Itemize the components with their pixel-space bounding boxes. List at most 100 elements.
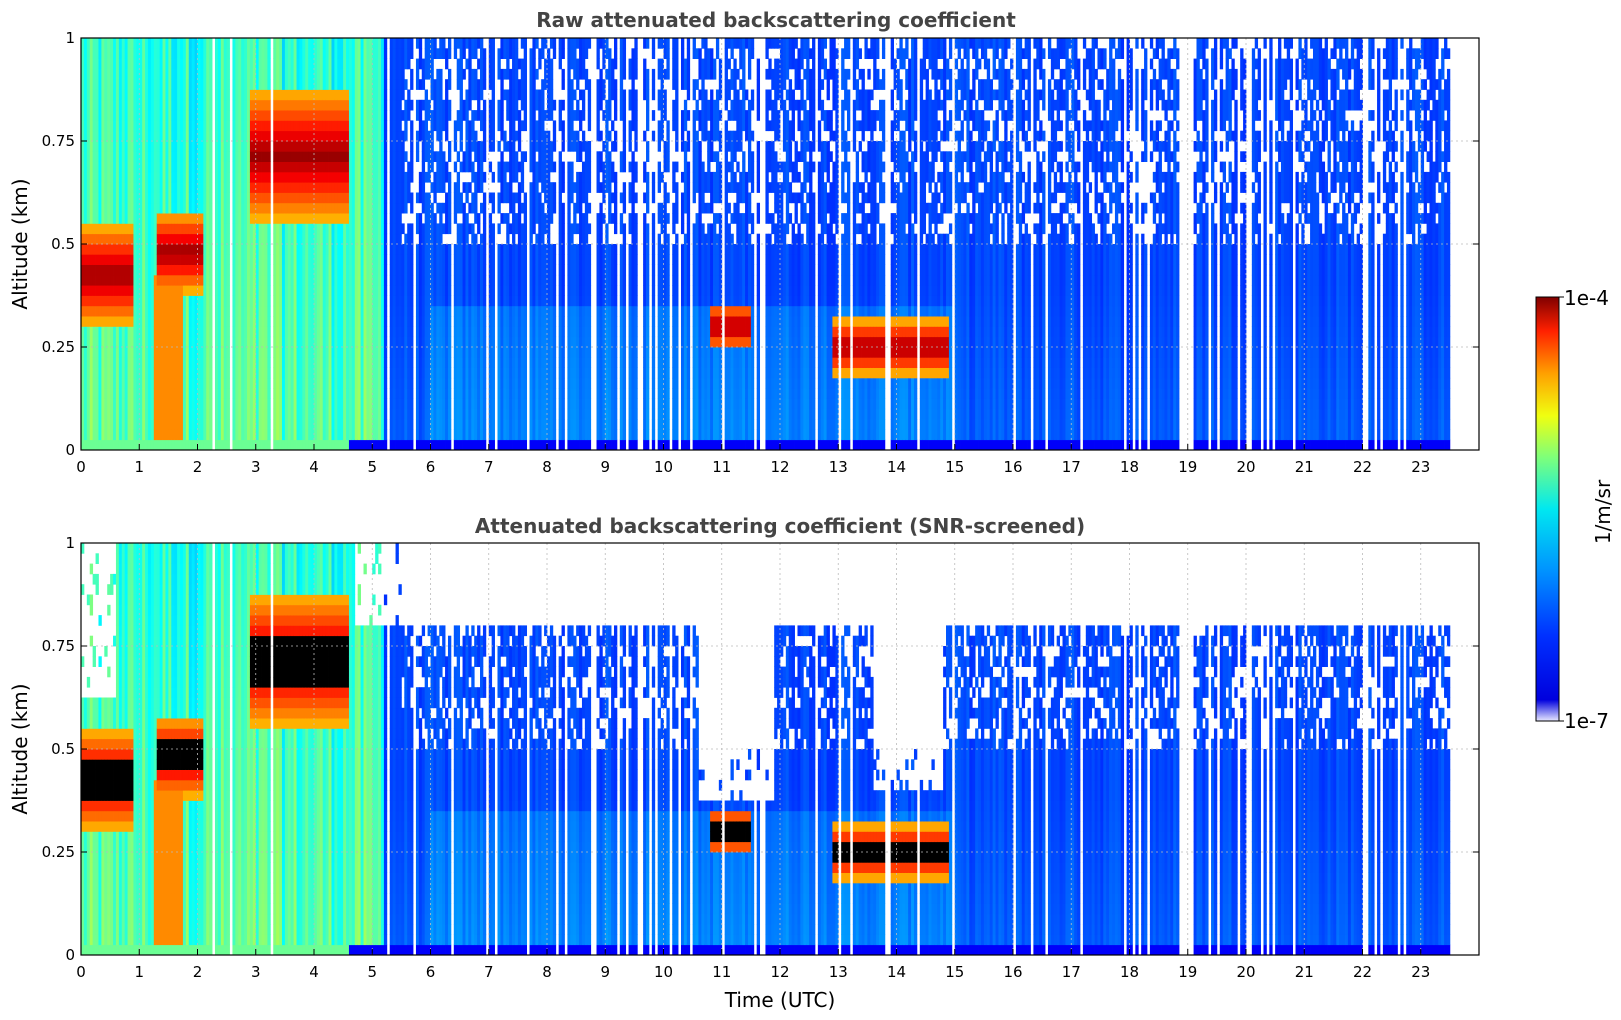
heatmap-cell — [124, 68, 128, 80]
heatmap-cell — [296, 295, 300, 307]
heatmap-cell — [226, 171, 230, 183]
heatmap-cell — [247, 398, 251, 410]
heatmap-cell — [220, 264, 225, 276]
heatmap-cell — [89, 326, 94, 338]
heatmap-cell — [281, 79, 286, 90]
heatmap-cell — [206, 110, 210, 121]
heatmap-cell — [194, 141, 198, 152]
heatmap-cell — [83, 419, 88, 430]
heatmap-cell — [98, 213, 102, 224]
heatmap-cell — [273, 68, 277, 80]
heatmap-cell — [174, 120, 178, 132]
heatmap-cell — [244, 419, 248, 430]
heatmap-cell — [107, 233, 111, 245]
heatmap-cell — [319, 120, 324, 132]
heatmap-cell — [156, 233, 161, 245]
heatmap-cell — [133, 38, 137, 49]
heatmap-cell — [110, 367, 114, 379]
heatmap-cell — [267, 89, 271, 101]
heatmap-cell — [139, 171, 143, 183]
heatmap-cell — [165, 223, 169, 235]
heatmap-cell — [290, 336, 295, 348]
heatmap-cell — [182, 326, 187, 338]
heatmap-cell — [86, 120, 91, 132]
heatmap-cell — [308, 38, 312, 49]
heatmap-cell — [369, 305, 373, 317]
heatmap-cell — [331, 233, 335, 245]
heatmap-cell — [83, 285, 88, 296]
heatmap-cell — [357, 120, 361, 132]
heatmap-cell — [401, 398, 405, 410]
heatmap-cell — [127, 347, 131, 358]
heatmap-cell — [133, 130, 137, 142]
heatmap-cell — [165, 326, 169, 338]
heatmap-cell — [136, 182, 140, 193]
heatmap-cell — [276, 295, 280, 307]
heatmap-cell — [104, 388, 108, 399]
heatmap-cell — [305, 408, 309, 420]
heatmap-cell — [284, 398, 289, 410]
heatmap-cell — [273, 388, 277, 399]
heatmap-cell — [156, 141, 161, 152]
heatmap-cell — [115, 285, 120, 296]
heatmap-cell — [468, 38, 472, 49]
heatmap-cell — [290, 419, 295, 430]
heatmap-cell — [331, 408, 335, 420]
heatmap-cell — [375, 58, 379, 70]
heatmap-cell — [258, 161, 262, 173]
heatmap-cell — [337, 202, 341, 214]
heatmap-cell — [124, 202, 128, 214]
heatmap-cell — [185, 130, 190, 142]
heatmap-cell — [200, 357, 204, 368]
heatmap-cell — [162, 48, 166, 59]
heatmap-cell — [360, 58, 364, 70]
heatmap-cell — [308, 233, 312, 245]
heatmap-cell — [264, 58, 268, 70]
heatmap-cell — [98, 336, 102, 348]
heatmap-cell — [139, 48, 143, 59]
heatmap-cell — [340, 274, 344, 286]
heatmap-cell — [121, 58, 126, 70]
heatmap-cell — [255, 151, 260, 162]
heatmap-cell — [249, 141, 254, 152]
heatmap-cell — [235, 130, 239, 142]
heatmap-cell — [139, 99, 143, 111]
heatmap-cell — [308, 295, 312, 307]
heatmap-cell — [107, 202, 111, 214]
heatmap-cell — [360, 429, 364, 441]
heatmap-cell — [83, 130, 88, 142]
heatmap-cell — [194, 48, 198, 59]
heatmap-cell — [220, 305, 225, 317]
heatmap-cell — [89, 295, 94, 307]
heatmap-cell — [273, 213, 277, 224]
heatmap-cell — [366, 130, 370, 142]
heatmap-cell — [197, 274, 201, 286]
heatmap-cell — [267, 429, 271, 441]
heatmap-cell — [89, 151, 94, 162]
heatmap-cell — [174, 439, 178, 451]
heatmap-cell — [427, 347, 431, 358]
heatmap-cell — [407, 316, 411, 327]
heatmap-cell — [418, 429, 423, 441]
heatmap-cell — [316, 305, 321, 317]
heatmap-cell — [389, 182, 394, 193]
heatmap-cell — [214, 99, 219, 111]
heatmap-cell — [279, 182, 283, 193]
heatmap-cell — [354, 213, 359, 224]
heatmap-cell — [369, 244, 373, 255]
heatmap-cell — [115, 439, 120, 451]
heatmap-cell — [360, 182, 364, 193]
heatmap-cell — [145, 141, 149, 152]
heatmap-cell — [372, 120, 376, 132]
heatmap-cell — [331, 336, 335, 348]
heatmap-cell — [145, 336, 149, 348]
heatmap-cell — [244, 244, 248, 255]
heatmap-cell — [346, 99, 350, 111]
heatmap-cell — [290, 439, 295, 451]
heatmap-cell — [410, 367, 414, 379]
heatmap-cell — [369, 398, 373, 410]
heatmap-cell — [308, 141, 312, 152]
heatmap-cell — [442, 419, 446, 430]
heatmap-cell — [153, 439, 158, 451]
heatmap-cell — [89, 192, 94, 204]
